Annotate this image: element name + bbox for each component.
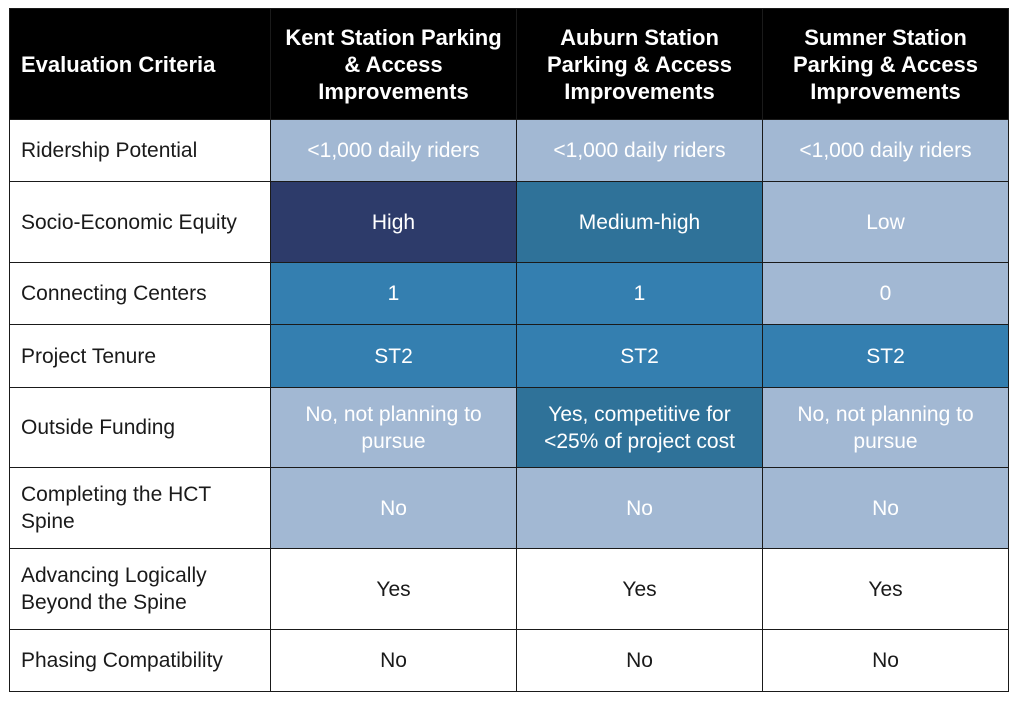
table-cell: Yes (270, 548, 517, 630)
row-label: Project Tenure (9, 324, 271, 388)
table-cell: High (270, 181, 517, 263)
table-row: Connecting Centers 1 1 0 (9, 262, 1009, 325)
row-label: Completing the HCT Spine (9, 467, 271, 549)
header-row: Evaluation Criteria Kent Station Parking… (9, 8, 1009, 120)
table-cell: ST2 (762, 324, 1009, 388)
table-row: Phasing Compatibility No No No (9, 629, 1009, 692)
table-cell: <1,000 daily riders (762, 119, 1009, 182)
table-cell: Low (762, 181, 1009, 263)
table-cell: ST2 (270, 324, 517, 388)
table-row: Project Tenure ST2 ST2 ST2 (9, 324, 1009, 388)
table-row: Outside Funding No, not planning to purs… (9, 387, 1009, 468)
column-header-kent: Kent Station Parking & Access Improvemen… (270, 8, 517, 120)
table-cell: No (762, 629, 1009, 692)
table-cell: No (270, 629, 517, 692)
row-label: Socio-Economic Equity (9, 181, 271, 263)
table-cell: 0 (762, 262, 1009, 325)
row-label: Phasing Compatibility (9, 629, 271, 692)
table-cell: Yes (762, 548, 1009, 630)
row-label: Outside Funding (9, 387, 271, 468)
evaluation-table-container: Evaluation Criteria Kent Station Parking… (9, 8, 1009, 692)
table-cell: Yes (516, 548, 763, 630)
table-cell: No (762, 467, 1009, 549)
table-cell: ST2 (516, 324, 763, 388)
table-cell: Medium-high (516, 181, 763, 263)
table-row: Ridership Potential <1,000 daily riders … (9, 119, 1009, 182)
table-cell: <1,000 daily riders (516, 119, 763, 182)
row-label: Ridership Potential (9, 119, 271, 182)
table-cell: No (516, 629, 763, 692)
row-label: Connecting Centers (9, 262, 271, 325)
table-cell: No (270, 467, 517, 549)
table-cell: No, not planning to pursue (762, 387, 1009, 468)
table-cell: Yes, competitive for <25% of project cos… (516, 387, 763, 468)
table-cell: No (516, 467, 763, 549)
evaluation-table: Evaluation Criteria Kent Station Parking… (9, 8, 1009, 692)
table-cell: 1 (270, 262, 517, 325)
column-header-sumner: Sumner Station Parking & Access Improvem… (762, 8, 1009, 120)
table-row: Completing the HCT Spine No No No (9, 467, 1009, 549)
table-row: Advancing Logically Beyond the Spine Yes… (9, 548, 1009, 630)
table-cell: <1,000 daily riders (270, 119, 517, 182)
table-cell: No, not planning to pursue (270, 387, 517, 468)
column-header-auburn: Auburn Station Parking & Access Improvem… (516, 8, 763, 120)
table-row: Socio-Economic Equity High Medium-high L… (9, 181, 1009, 263)
table-cell: 1 (516, 262, 763, 325)
column-header-criteria: Evaluation Criteria (9, 8, 271, 120)
row-label: Advancing Logically Beyond the Spine (9, 548, 271, 630)
